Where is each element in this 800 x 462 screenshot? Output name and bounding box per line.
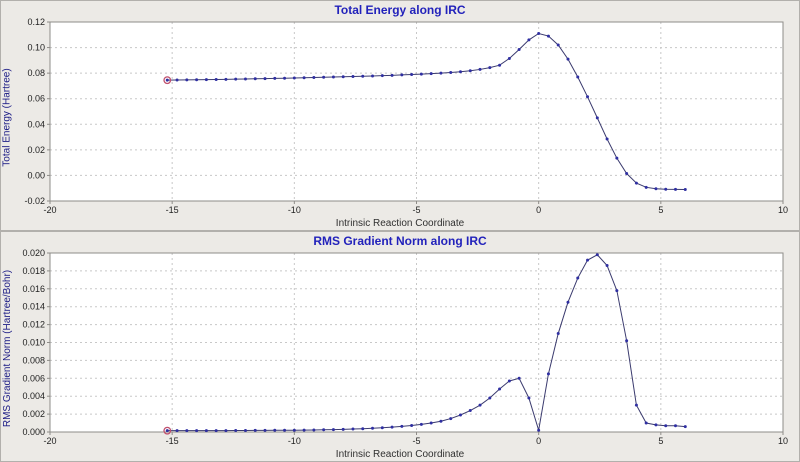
svg-text:0.10: 0.10: [27, 43, 45, 53]
y-axis-label-rms-gradient: RMS Gradient Norm (Hartree/Bohr): [2, 269, 14, 427]
svg-text:0.020: 0.020: [22, 249, 45, 258]
svg-text:0.012: 0.012: [22, 320, 45, 330]
chart-panel-total-energy: Total Energy along IRC Total Energy (Har…: [0, 0, 800, 231]
svg-text:0.008: 0.008: [22, 355, 45, 365]
svg-text:5: 5: [658, 205, 663, 215]
svg-text:5: 5: [658, 436, 663, 446]
x-axis-label-rms-gradient: Intrinsic Reaction Coordinate: [335, 449, 465, 460]
svg-text:0.04: 0.04: [27, 119, 45, 129]
svg-text:10: 10: [778, 205, 788, 215]
svg-text:0.004: 0.004: [22, 391, 45, 401]
svg-text:0.018: 0.018: [22, 266, 45, 276]
chart-title-total-energy: Total Energy along IRC: [334, 3, 466, 17]
svg-text:-20: -20: [43, 436, 56, 446]
x-axis-label-total-energy: Intrinsic Reaction Coordinate: [335, 218, 465, 229]
svg-text:-5: -5: [412, 436, 420, 446]
svg-text:0.000: 0.000: [22, 427, 45, 437]
rms-gradient-plot-canvas[interactable]: -20 -15 -10 -5 0 5 10 0.000 0.002 0.004 0.006 0.008…: [14, 249, 795, 447]
svg-text:0.014: 0.014: [22, 302, 45, 312]
total-energy-plot-canvas[interactable]: -20 -15 -10 -5 0 5 10 -0.02 0.00 0.02 0.04 0.06 0.08…: [14, 18, 795, 216]
svg-text:-20: -20: [43, 205, 56, 215]
svg-text:-10: -10: [288, 205, 301, 215]
y-axis-label-total-energy: Total Energy (Hartree): [2, 67, 13, 167]
svg-text:0.12: 0.12: [27, 18, 45, 27]
svg-text:10: 10: [778, 436, 788, 446]
svg-text:0.010: 0.010: [22, 338, 45, 348]
svg-text:-10: -10: [288, 436, 301, 446]
svg-text:0.08: 0.08: [27, 68, 45, 78]
svg-text:0.006: 0.006: [22, 373, 45, 383]
chart-title-rms-gradient: RMS Gradient Norm along IRC: [313, 234, 487, 248]
svg-text:0: 0: [536, 436, 541, 446]
svg-text:-5: -5: [412, 205, 420, 215]
svg-text:0.00: 0.00: [27, 170, 45, 180]
svg-text:-0.02: -0.02: [24, 196, 45, 206]
svg-text:0.02: 0.02: [27, 145, 45, 155]
svg-text:0.002: 0.002: [22, 409, 45, 419]
svg-text:-15: -15: [166, 436, 179, 446]
svg-text:-15: -15: [166, 205, 179, 215]
chart-panel-rms-gradient: RMS Gradient Norm along IRC RMS Gradient…: [0, 231, 800, 462]
svg-text:0.016: 0.016: [22, 284, 45, 294]
svg-text:0.06: 0.06: [27, 94, 45, 104]
svg-text:0: 0: [536, 205, 541, 215]
